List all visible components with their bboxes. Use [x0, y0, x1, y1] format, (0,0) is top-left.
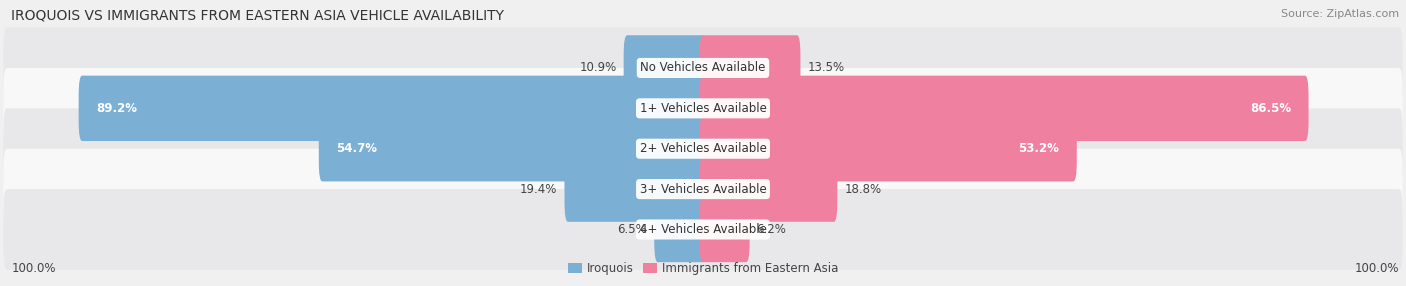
- Text: 3+ Vehicles Available: 3+ Vehicles Available: [640, 182, 766, 196]
- Text: 100.0%: 100.0%: [11, 262, 56, 275]
- FancyBboxPatch shape: [700, 116, 1077, 181]
- FancyBboxPatch shape: [319, 116, 706, 181]
- Text: 86.5%: 86.5%: [1250, 102, 1291, 115]
- Text: 89.2%: 89.2%: [96, 102, 136, 115]
- Text: 18.8%: 18.8%: [844, 182, 882, 196]
- Legend: Iroquois, Immigrants from Eastern Asia: Iroquois, Immigrants from Eastern Asia: [562, 258, 844, 280]
- Text: 6.5%: 6.5%: [617, 223, 647, 236]
- FancyBboxPatch shape: [79, 76, 706, 141]
- Text: 10.9%: 10.9%: [579, 61, 617, 74]
- FancyBboxPatch shape: [700, 76, 1309, 141]
- FancyBboxPatch shape: [564, 156, 706, 222]
- Text: 53.2%: 53.2%: [1018, 142, 1059, 155]
- Text: 54.7%: 54.7%: [336, 142, 377, 155]
- FancyBboxPatch shape: [700, 156, 838, 222]
- FancyBboxPatch shape: [3, 68, 1403, 149]
- Text: No Vehicles Available: No Vehicles Available: [640, 61, 766, 74]
- Text: Source: ZipAtlas.com: Source: ZipAtlas.com: [1281, 9, 1399, 19]
- Text: 4+ Vehicles Available: 4+ Vehicles Available: [640, 223, 766, 236]
- FancyBboxPatch shape: [3, 189, 1403, 270]
- Text: IROQUOIS VS IMMIGRANTS FROM EASTERN ASIA VEHICLE AVAILABILITY: IROQUOIS VS IMMIGRANTS FROM EASTERN ASIA…: [11, 9, 505, 23]
- FancyBboxPatch shape: [700, 197, 749, 262]
- FancyBboxPatch shape: [624, 35, 706, 101]
- Text: 100.0%: 100.0%: [1354, 262, 1399, 275]
- FancyBboxPatch shape: [3, 27, 1403, 108]
- FancyBboxPatch shape: [700, 35, 800, 101]
- FancyBboxPatch shape: [3, 108, 1403, 189]
- Text: 2+ Vehicles Available: 2+ Vehicles Available: [640, 142, 766, 155]
- Text: 19.4%: 19.4%: [520, 182, 558, 196]
- FancyBboxPatch shape: [654, 197, 706, 262]
- Text: 13.5%: 13.5%: [807, 61, 845, 74]
- FancyBboxPatch shape: [3, 149, 1403, 229]
- Text: 6.2%: 6.2%: [756, 223, 786, 236]
- Text: 1+ Vehicles Available: 1+ Vehicles Available: [640, 102, 766, 115]
